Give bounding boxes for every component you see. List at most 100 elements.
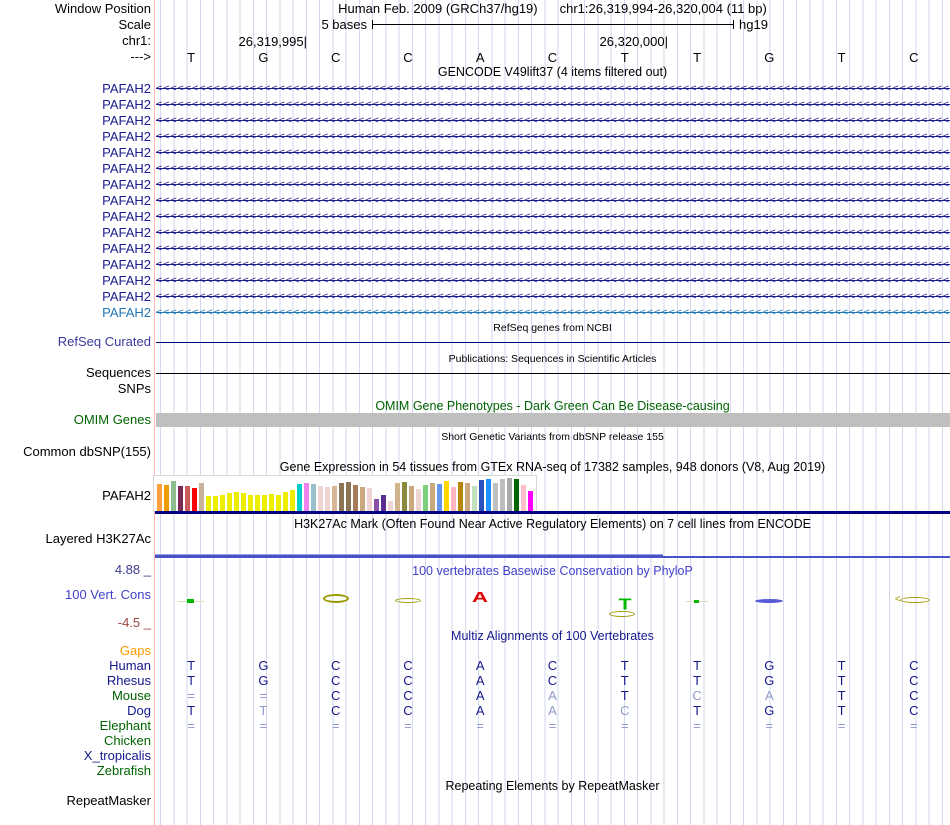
omim-gene-bar[interactable] — [156, 413, 950, 427]
gene-label[interactable]: PAFAH2 — [102, 193, 151, 208]
gtex-bar[interactable] — [451, 487, 456, 511]
track-label-gtex-gene[interactable]: PAFAH2 — [102, 488, 151, 503]
gene-label[interactable]: PAFAH2 — [102, 97, 151, 112]
gtex-bar[interactable] — [409, 486, 414, 511]
gtex-bar[interactable] — [339, 483, 344, 511]
gene-transcript[interactable]: <<<<<<<<<<<<<<<<<<<<<<<<<<<<<<<<<<<<<<<<… — [156, 209, 950, 225]
species-label[interactable]: X_tropicalis — [83, 748, 151, 763]
species-label[interactable]: Dog — [127, 703, 151, 718]
gtex-bar[interactable] — [346, 482, 351, 511]
gtex-bar[interactable] — [206, 496, 211, 511]
gtex-bar[interactable] — [164, 485, 169, 511]
gtex-bar[interactable] — [444, 481, 449, 511]
gtex-bar[interactable] — [493, 483, 498, 511]
gtex-bar[interactable] — [367, 488, 372, 511]
track-label-refseq-curated[interactable]: RefSeq Curated — [57, 334, 151, 349]
gene-transcript[interactable]: <<<<<<<<<<<<<<<<<<<<<<<<<<<<<<<<<<<<<<<<… — [156, 289, 950, 305]
species-label[interactable]: Elephant — [99, 718, 151, 733]
gene-transcript[interactable]: <<<<<<<<<<<<<<<<<<<<<<<<<<<<<<<<<<<<<<<<… — [156, 129, 950, 145]
gtex-bar[interactable] — [185, 486, 190, 511]
track-label-sequences[interactable]: Sequences — [85, 365, 151, 380]
gtex-bar[interactable] — [157, 484, 162, 511]
gtex-bar[interactable] — [437, 484, 442, 511]
gene-label[interactable]: PAFAH2 — [102, 209, 151, 224]
gtex-bar[interactable] — [423, 485, 428, 511]
gene-transcript[interactable]: <<<<<<<<<<<<<<<<<<<<<<<<<<<<<<<<<<<<<<<<… — [156, 81, 950, 97]
gtex-bar[interactable] — [325, 487, 330, 511]
gene-transcript[interactable]: <<<<<<<<<<<<<<<<<<<<<<<<<<<<<<<<<<<<<<<<… — [156, 113, 950, 129]
gtex-bar[interactable] — [227, 493, 232, 511]
gene-transcript[interactable]: <<<<<<<<<<<<<<<<<<<<<<<<<<<<<<<<<<<<<<<<… — [156, 225, 950, 241]
gtex-bar[interactable] — [332, 486, 337, 511]
species-label[interactable]: Rhesus — [106, 673, 151, 688]
h3k27ac-signal-left[interactable] — [155, 554, 663, 558]
gene-transcript[interactable]: <<<<<<<<<<<<<<<<<<<<<<<<<<<<<<<<<<<<<<<<… — [156, 241, 950, 257]
gtex-bar[interactable] — [192, 488, 197, 511]
track-label-omim-genes[interactable]: OMIM Genes — [73, 412, 151, 427]
gtex-bar[interactable] — [402, 482, 407, 511]
refseq-gene-line[interactable] — [156, 342, 950, 343]
gene-transcript[interactable]: <<<<<<<<<<<<<<<<<<<<<<<<<<<<<<<<<<<<<<<<… — [156, 145, 950, 161]
gtex-bar[interactable] — [500, 479, 505, 511]
gtex-bar[interactable] — [171, 481, 176, 511]
gtex-bar[interactable] — [220, 495, 225, 511]
gtex-bar[interactable] — [276, 495, 281, 511]
gene-transcript[interactable]: <<<<<<<<<<<<<<<<<<<<<<<<<<<<<<<<<<<<<<<<… — [156, 305, 950, 321]
track-label-snps[interactable]: SNPs — [117, 381, 151, 396]
gtex-bar[interactable] — [297, 484, 302, 511]
gene-label[interactable]: PAFAH2 — [102, 273, 151, 288]
gene-label[interactable]: PAFAH2 — [102, 241, 151, 256]
gene-transcript[interactable]: <<<<<<<<<<<<<<<<<<<<<<<<<<<<<<<<<<<<<<<<… — [156, 273, 950, 289]
track-label-repeatmasker[interactable]: RepeatMasker — [66, 793, 151, 808]
gtex-bar[interactable] — [178, 486, 183, 511]
gtex-bar[interactable] — [416, 489, 421, 511]
gtex-bar[interactable] — [269, 494, 274, 511]
h3k27ac-signal-right[interactable] — [663, 556, 950, 558]
gtex-bar[interactable] — [311, 484, 316, 511]
gtex-bar[interactable] — [507, 478, 512, 511]
gene-label[interactable]: PAFAH2 — [102, 81, 151, 96]
species-label[interactable]: Human — [109, 658, 151, 673]
track-label-gaps[interactable]: Gaps — [119, 643, 151, 658]
gtex-bar[interactable] — [486, 479, 491, 511]
gene-label[interactable]: PAFAH2 — [102, 177, 151, 192]
species-label[interactable]: Zebrafish — [96, 763, 151, 778]
gtex-bar[interactable] — [395, 483, 400, 511]
gene-transcript[interactable]: <<<<<<<<<<<<<<<<<<<<<<<<<<<<<<<<<<<<<<<<… — [156, 177, 950, 193]
gtex-bar[interactable] — [304, 483, 309, 511]
track-label-layered-h3k27ac[interactable]: Layered H3K27Ac — [45, 531, 151, 546]
species-label[interactable]: Chicken — [104, 733, 151, 748]
gene-label[interactable]: PAFAH2 — [102, 129, 151, 144]
gene-label[interactable]: PAFAH2 — [102, 145, 151, 160]
gene-label[interactable]: PAFAH2 — [102, 113, 151, 128]
gtex-bar[interactable] — [374, 499, 379, 511]
gtex-bar[interactable] — [430, 483, 435, 511]
gtex-bar[interactable] — [241, 493, 246, 511]
gtex-bar[interactable] — [388, 501, 393, 511]
gene-transcript[interactable]: <<<<<<<<<<<<<<<<<<<<<<<<<<<<<<<<<<<<<<<<… — [156, 161, 950, 177]
gtex-bar[interactable] — [318, 486, 323, 511]
gtex-bar[interactable] — [213, 496, 218, 511]
gene-label[interactable]: PAFAH2 — [102, 161, 151, 176]
gene-label[interactable]: PAFAH2 — [102, 305, 151, 320]
gtex-bar[interactable] — [458, 482, 463, 511]
track-label-100-vert-cons[interactable]: 100 Vert. Cons — [65, 587, 151, 602]
gtex-bar[interactable] — [199, 483, 204, 511]
gtex-bar[interactable] — [353, 485, 358, 511]
gene-transcript[interactable]: <<<<<<<<<<<<<<<<<<<<<<<<<<<<<<<<<<<<<<<<… — [156, 193, 950, 209]
gtex-bar[interactable] — [514, 479, 519, 511]
gtex-bar[interactable] — [479, 480, 484, 511]
publications-sequence-line[interactable] — [156, 373, 950, 374]
gene-transcript[interactable]: <<<<<<<<<<<<<<<<<<<<<<<<<<<<<<<<<<<<<<<<… — [156, 257, 950, 273]
species-label[interactable]: Mouse — [111, 688, 151, 703]
gtex-bar[interactable] — [521, 485, 526, 511]
gtex-bar[interactable] — [472, 486, 477, 511]
gtex-bar[interactable] — [262, 495, 267, 511]
gtex-bar[interactable] — [234, 492, 239, 511]
gtex-bar[interactable] — [465, 483, 470, 511]
gtex-bar[interactable] — [248, 495, 253, 511]
gtex-bar[interactable] — [283, 492, 288, 511]
gtex-bar[interactable] — [290, 490, 295, 511]
gene-label[interactable]: PAFAH2 — [102, 289, 151, 304]
track-label-common-dbsnp[interactable]: Common dbSNP(155) — [23, 444, 151, 459]
